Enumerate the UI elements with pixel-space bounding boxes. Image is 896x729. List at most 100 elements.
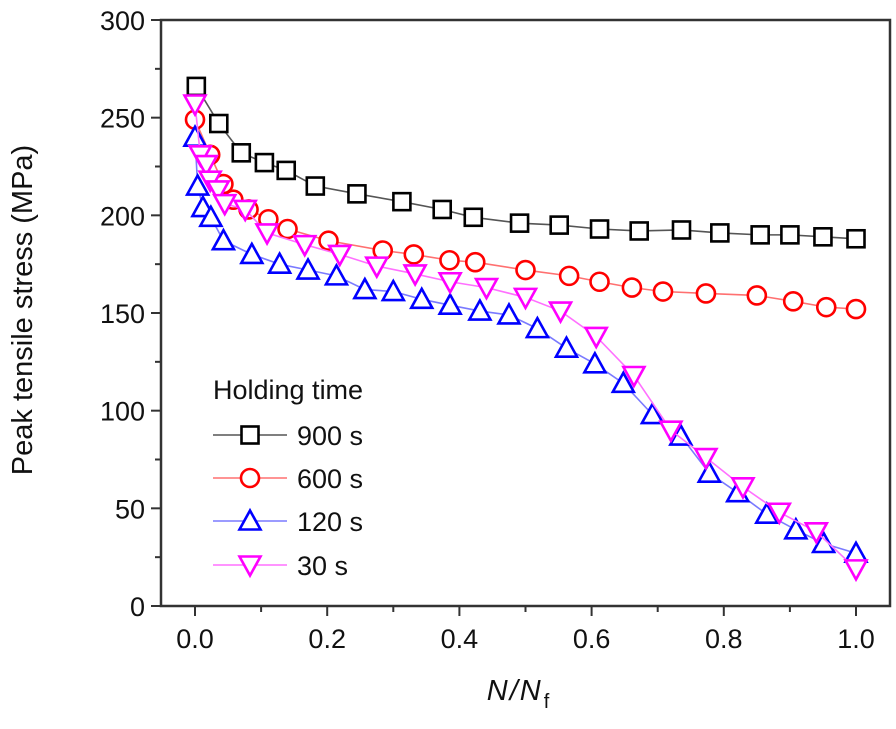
legend: Holding time 900 s 600 s 120 s 30 s <box>213 375 363 581</box>
legend-marker-600-s <box>239 467 261 489</box>
data-point-120-s <box>610 370 637 394</box>
data-point-120-s <box>184 172 211 196</box>
data-point-30-s <box>212 193 238 217</box>
series-30-s <box>182 94 869 583</box>
data-point-30-s <box>473 277 500 301</box>
data-point-600-s <box>589 271 610 293</box>
data-point-30-s <box>766 502 793 526</box>
data-point-600-s <box>277 218 298 240</box>
legend-label-600-s: 600 s <box>297 464 363 494</box>
data-point-900-s <box>208 113 229 134</box>
x-axis-label: N/N f <box>487 675 550 713</box>
data-point-600-s <box>439 249 460 271</box>
data-point-900-s <box>392 191 412 212</box>
data-point-900-s <box>347 184 367 204</box>
legend-marker-30-s <box>237 555 263 579</box>
data-point-30-s <box>547 301 574 325</box>
data-point-30-s <box>193 154 219 178</box>
data-point-30-s <box>292 234 318 258</box>
data-point-120-s <box>239 241 265 265</box>
data-point-900-s <box>432 199 453 220</box>
x-axis-label-numerator: N <box>487 675 508 707</box>
data-point-120-s <box>496 301 522 325</box>
y-axis-label: Peak tensile stress (MPa) <box>7 145 39 475</box>
data-point-600-s <box>815 296 837 318</box>
data-point-120-s <box>409 286 435 310</box>
legend-label-30-s: 30 s <box>297 551 348 581</box>
data-point-30-s <box>512 287 539 311</box>
x-axis-label-subscript: f <box>544 691 550 713</box>
x-tick-label: 0.6 <box>573 624 611 654</box>
y-tick-label: 0 <box>130 592 145 622</box>
data-point-900-s <box>780 225 800 245</box>
data-point-600-s <box>464 251 486 273</box>
data-point-30-s <box>437 271 463 295</box>
data-point-600-s <box>746 285 768 306</box>
data-point-120-s <box>266 250 293 274</box>
series-900-s <box>186 76 866 249</box>
legend-label-120-s: 120 s <box>297 507 363 537</box>
data-point-120-s <box>582 350 608 374</box>
series-line-120-s <box>194 137 857 555</box>
y-tick-label: 250 <box>100 104 145 134</box>
data-point-120-s <box>198 204 224 228</box>
data-point-30-s <box>803 521 830 545</box>
data-point-900-s <box>813 227 833 247</box>
x-tick-label: 0.8 <box>705 624 743 654</box>
data-point-30-s <box>364 256 390 280</box>
legend-entries: 900 s 600 s 120 s 30 s <box>213 421 363 581</box>
data-point-600-s <box>403 244 425 265</box>
data-point-30-s <box>693 447 719 471</box>
data-point-120-s <box>668 422 694 446</box>
y-axis-ticks: 0 50 100 150 200 250 300 <box>100 6 161 622</box>
x-tick-label: 0.4 <box>441 624 479 654</box>
legend-label-900-s: 900 s <box>297 421 363 451</box>
data-point-30-s <box>402 264 428 288</box>
data-point-120-s <box>524 315 551 339</box>
data-point-120-s <box>467 297 493 321</box>
data-point-900-s <box>549 215 570 235</box>
data-series <box>182 76 869 583</box>
data-point-900-s <box>276 160 297 181</box>
data-point-600-s <box>621 277 643 298</box>
legend-marker-900-s <box>240 425 260 445</box>
data-point-30-s <box>843 559 869 583</box>
data-point-900-s <box>589 219 610 239</box>
y-tick-label: 50 <box>115 494 145 524</box>
data-point-30-s <box>182 94 208 118</box>
data-point-900-s <box>629 221 649 241</box>
data-point-30-s <box>730 477 756 501</box>
series-120-s <box>182 124 869 564</box>
data-point-900-s <box>710 223 730 243</box>
data-point-600-s <box>695 283 717 304</box>
data-point-30-s <box>232 199 258 223</box>
data-point-900-s <box>846 228 866 249</box>
x-tick-label: 0.0 <box>176 624 214 654</box>
y-tick-label: 200 <box>100 201 145 231</box>
data-point-120-s <box>754 501 780 524</box>
x-tick-label: 0.2 <box>308 624 346 654</box>
data-point-120-s <box>783 516 809 540</box>
data-point-30-s <box>658 420 684 444</box>
data-point-900-s <box>750 225 770 245</box>
y-tick-label: 300 <box>100 6 145 36</box>
data-point-30-s <box>327 244 353 268</box>
data-point-120-s <box>843 540 869 564</box>
y-tick-label: 100 <box>100 397 145 427</box>
data-point-900-s <box>186 76 207 97</box>
data-point-120-s <box>210 227 237 251</box>
legend-entry-900-s: 900 s <box>213 421 363 451</box>
data-point-900-s <box>231 143 252 163</box>
x-axis-ticks: 0.0 0.2 0.4 0.6 0.8 1.0 <box>176 606 875 654</box>
data-point-120-s <box>295 256 321 280</box>
legend-title: Holding time <box>213 375 363 405</box>
data-point-600-s <box>652 281 674 302</box>
data-point-900-s <box>305 176 326 196</box>
data-point-30-s <box>205 180 231 204</box>
data-point-900-s <box>509 213 530 233</box>
x-axis-label-slash: / <box>508 675 521 707</box>
data-point-600-s <box>782 290 804 312</box>
data-point-120-s <box>323 262 350 286</box>
data-point-600-s <box>515 259 536 281</box>
